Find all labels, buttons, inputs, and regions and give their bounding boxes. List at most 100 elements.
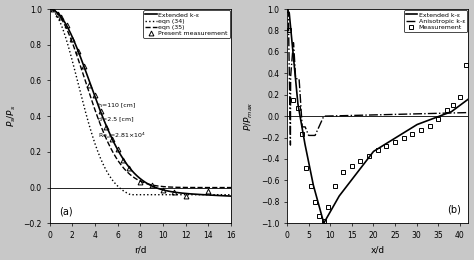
eqn (34) (118, 188, 124, 191)
Line: Anisotropic k-ε: Anisotropic k-ε (287, 9, 468, 145)
Extended k-ε (178, 191, 183, 194)
eqn (34) (47, 8, 53, 11)
Y-axis label: $P/P_{max}$: $P/P_{max}$ (243, 101, 255, 131)
Measurement (427, 124, 432, 127)
Measurement (308, 184, 314, 187)
Extended k-ε (161, 188, 166, 192)
Text: (a): (a) (59, 206, 73, 216)
Measurement (286, 29, 292, 32)
Extended k-ε (228, 194, 234, 198)
Anisotropic k-ε (441, 112, 447, 115)
eqn (34) (106, 173, 111, 176)
Measurement (332, 184, 337, 187)
Present measurement (55, 12, 60, 16)
Measurement (321, 219, 327, 223)
Anisotropic k-ε (400, 113, 406, 116)
Measurement (410, 133, 415, 136)
Extended k-ε (284, 11, 290, 14)
Anisotropic k-ε (465, 111, 471, 114)
Present measurement (64, 23, 70, 26)
Present measurement (58, 15, 64, 18)
Measurement (375, 149, 381, 152)
Extended k-ε (321, 222, 327, 225)
Measurement (325, 206, 331, 209)
Present measurement (115, 147, 120, 150)
Measurement (349, 165, 355, 168)
Present measurement (86, 83, 92, 87)
Measurement (366, 154, 372, 157)
Extended k-ε (106, 130, 111, 133)
eqn (35) (118, 164, 124, 167)
Measurement (392, 140, 398, 144)
Present measurement (120, 158, 126, 161)
eqn (34) (128, 193, 133, 196)
Line: eqn (35): eqn (35) (50, 9, 231, 187)
Present measurement (206, 190, 211, 193)
Measurement (457, 95, 463, 99)
eqn (34) (178, 193, 184, 196)
Present measurement (126, 166, 132, 169)
Line: Measurement: Measurement (287, 28, 469, 224)
Extended k-ε (400, 132, 406, 135)
Extended k-ε (118, 155, 124, 158)
Text: h=110 [cm]: h=110 [cm] (99, 102, 136, 107)
Line: eqn (34): eqn (34) (50, 9, 231, 195)
Measurement (340, 170, 346, 173)
Legend: Extended k-ε, Anisotropic k-ε, Measurement: Extended k-ε, Anisotropic k-ε, Measureme… (404, 10, 467, 32)
Measurement (312, 200, 318, 203)
eqn (35) (228, 186, 234, 189)
Measurement (444, 108, 450, 111)
Y-axis label: $P_s/P_s$: $P_s/P_s$ (6, 105, 18, 127)
eqn (35) (161, 185, 166, 188)
Measurement (464, 63, 469, 66)
Extended k-ε (69, 34, 74, 37)
Line: Extended k-ε: Extended k-ε (50, 9, 231, 196)
Extended k-ε (465, 98, 471, 101)
Measurement (295, 106, 301, 109)
Extended k-ε (295, 104, 301, 107)
eqn (35) (47, 8, 53, 11)
Extended k-ε (179, 192, 184, 195)
eqn (34) (179, 193, 185, 196)
Measurement (383, 145, 389, 148)
Legend: Extended k-ε, eqn (34), eqn (35), Present measurement: Extended k-ε, eqn (34), eqn (35), Presen… (144, 10, 230, 38)
Present measurement (70, 37, 75, 40)
Present measurement (109, 137, 115, 140)
Line: Present measurement: Present measurement (51, 6, 211, 199)
eqn (34) (69, 56, 74, 59)
eqn (34) (161, 193, 167, 196)
Extended k-ε (47, 8, 53, 11)
Measurement (291, 99, 296, 102)
Present measurement (75, 49, 81, 52)
Text: (b): (b) (447, 205, 461, 214)
Extended k-ε (394, 135, 400, 138)
Present measurement (50, 8, 56, 11)
Measurement (450, 104, 456, 107)
Extended k-ε (422, 120, 428, 123)
eqn (35) (178, 186, 183, 189)
Measurement (317, 214, 322, 217)
Measurement (304, 166, 310, 169)
Extended k-ε (390, 138, 395, 141)
X-axis label: r/d: r/d (134, 245, 146, 255)
Anisotropic k-ε (288, 144, 293, 147)
Measurement (357, 160, 363, 163)
eqn (35) (179, 186, 184, 189)
Present measurement (81, 64, 86, 67)
Anisotropic k-ε (284, 8, 290, 11)
Text: d=2.5 [cm]: d=2.5 [cm] (99, 116, 134, 121)
Present measurement (98, 109, 103, 112)
eqn (35) (106, 142, 111, 146)
Measurement (435, 118, 441, 121)
Measurement (299, 133, 305, 136)
Anisotropic k-ε (394, 113, 400, 116)
Anisotropic k-ε (422, 112, 428, 115)
Measurement (401, 136, 407, 139)
Measurement (418, 128, 424, 132)
eqn (35) (69, 39, 74, 42)
Anisotropic k-ε (390, 113, 395, 116)
Present measurement (137, 180, 143, 183)
Present measurement (183, 195, 189, 198)
Present measurement (92, 93, 98, 96)
Line: Extended k-ε: Extended k-ε (287, 12, 468, 223)
